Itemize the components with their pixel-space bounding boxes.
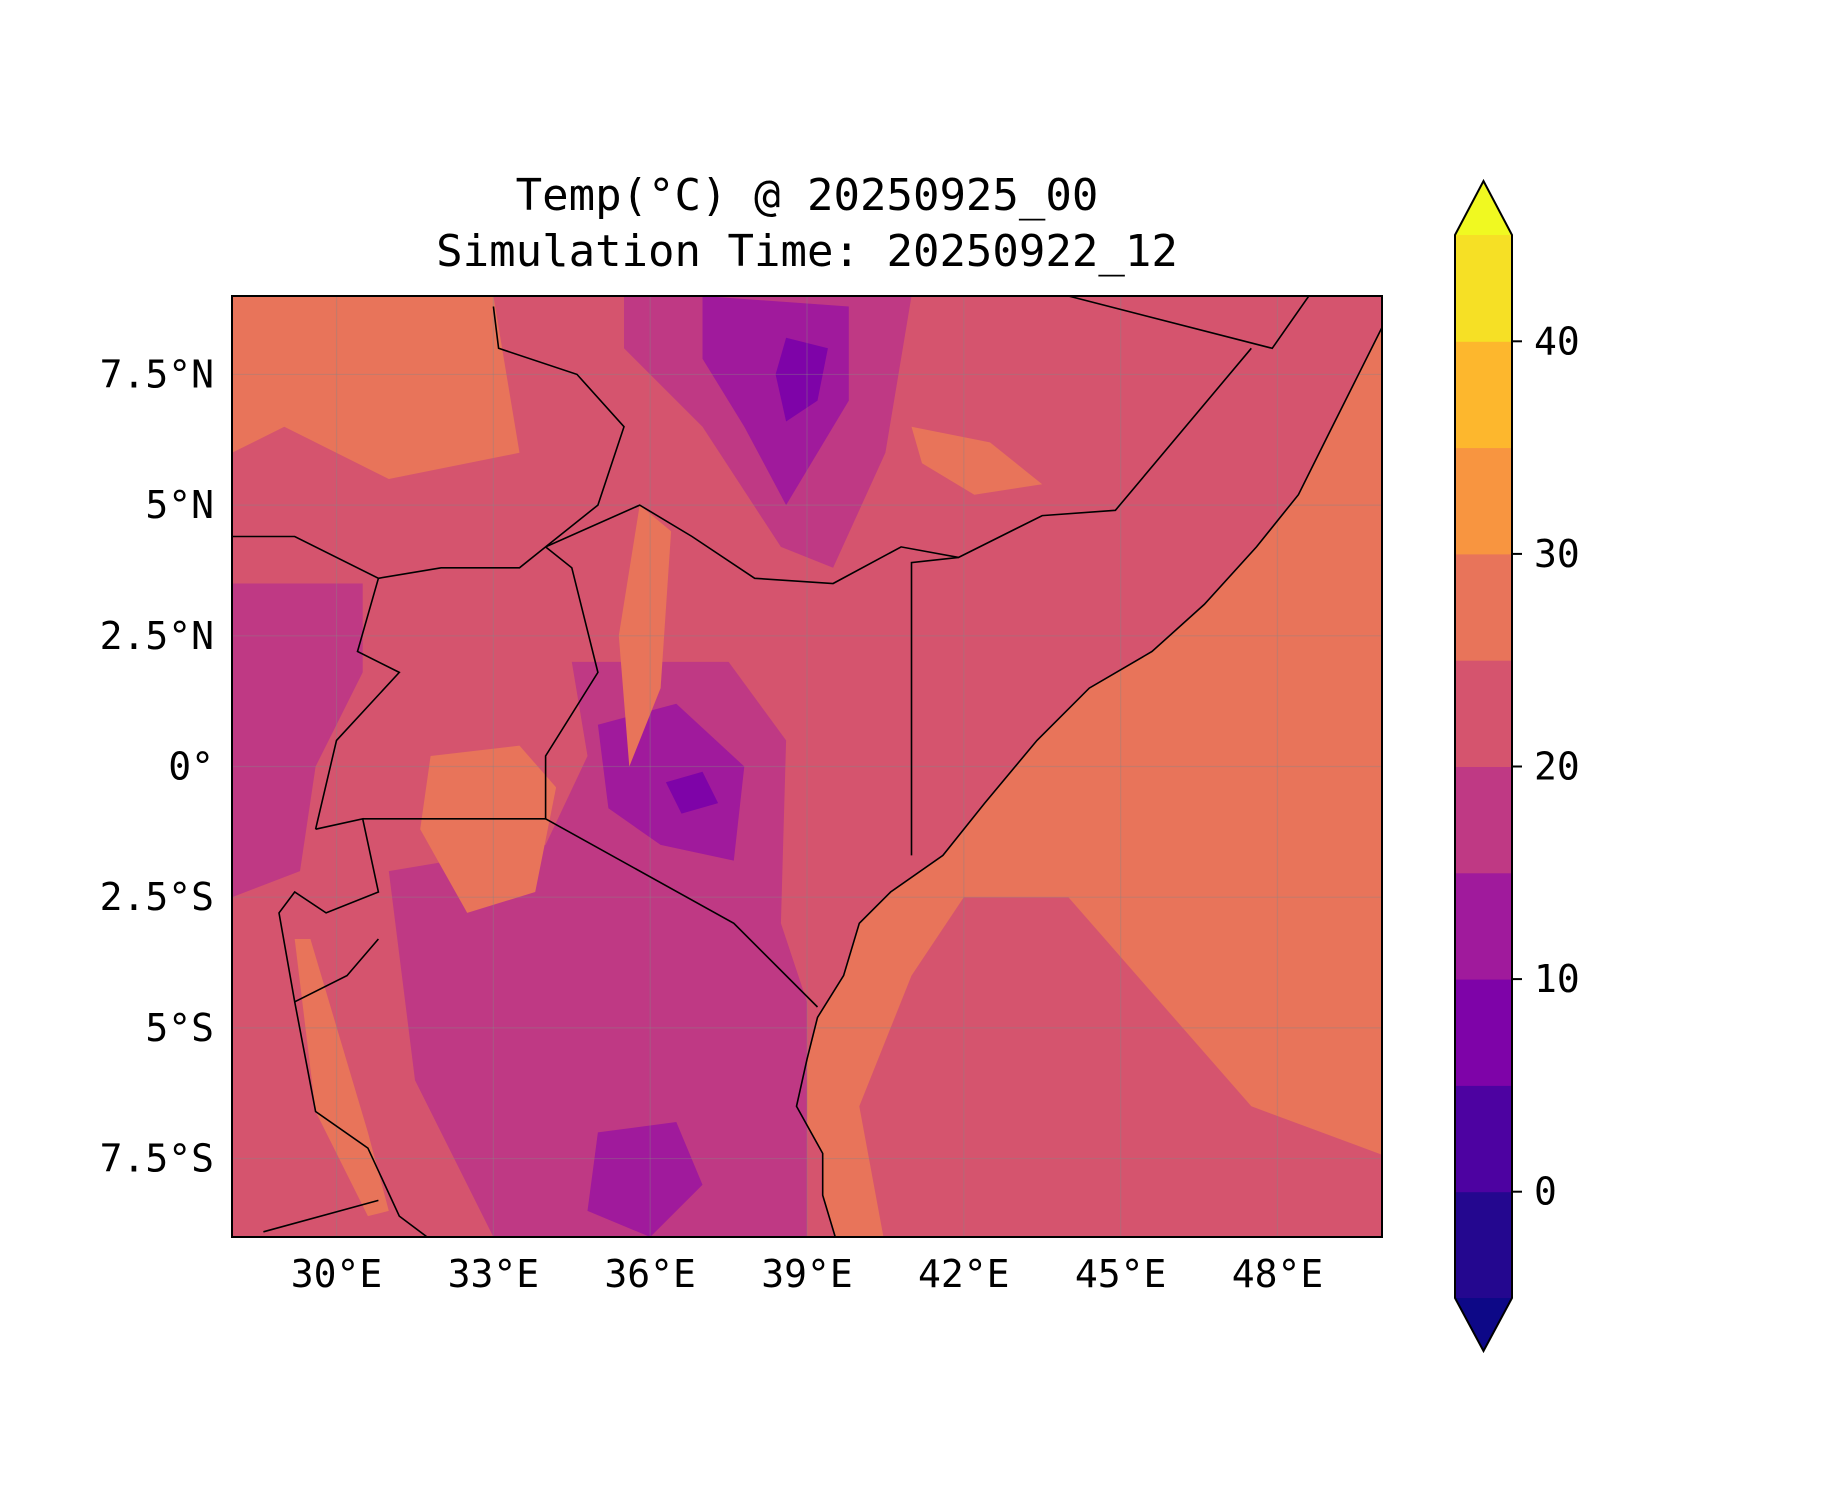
colorbar-segment bbox=[1455, 979, 1512, 1086]
drc-uganda-border bbox=[232, 535, 401, 830]
ocean-cool-tongue bbox=[859, 897, 1382, 1237]
colorbar-tick-label: 40 bbox=[1534, 319, 1580, 363]
south-sudan-warm bbox=[232, 296, 520, 479]
ethiopian-highlands-peak bbox=[775, 337, 828, 422]
y-tick-label: 5°S bbox=[145, 1006, 214, 1050]
ethiopia-south-border bbox=[545, 347, 1252, 585]
colorbar-segment bbox=[1455, 447, 1512, 555]
zambia-border bbox=[263, 1199, 379, 1233]
country-borders bbox=[232, 296, 1382, 1237]
somalia-warm-patch bbox=[911, 426, 1043, 495]
x-tick-label: 39°E bbox=[761, 1252, 853, 1296]
south-sudan-border bbox=[492, 306, 625, 548]
plot-frame bbox=[231, 295, 1383, 1238]
colorbar-tick-label: 10 bbox=[1534, 957, 1580, 1001]
rift-valley-warm bbox=[618, 505, 672, 767]
colorbar-segment bbox=[1455, 1191, 1512, 1299]
colorbar-segment bbox=[1455, 341, 1512, 449]
uganda-north-border bbox=[378, 546, 547, 580]
chart-title: Temp(°C) @ 20250925_00 bbox=[515, 170, 1099, 221]
y-tick-label: 2.5°N bbox=[100, 614, 214, 658]
colorbar-outline bbox=[1454, 178, 1513, 1354]
colorbar-segment bbox=[1455, 553, 1512, 661]
x-tick-label: 48°E bbox=[1232, 1252, 1324, 1296]
chart-subtitle: Simulation Time: 20250922_12 bbox=[436, 226, 1178, 277]
gridlines bbox=[232, 296, 1382, 1237]
southern-tanzania bbox=[587, 1122, 703, 1237]
kenya-tanzania-border bbox=[545, 818, 819, 1008]
lake-tanganyika-shore bbox=[293, 1001, 429, 1237]
somaliland-border bbox=[1068, 296, 1310, 350]
colorbar-segment bbox=[1455, 872, 1512, 980]
x-tick-label: 33°E bbox=[448, 1252, 540, 1296]
uganda-kenya-border bbox=[544, 546, 599, 819]
x-tick-label: 42°E bbox=[918, 1252, 1010, 1296]
western-uganda bbox=[232, 583, 363, 898]
x-tick-label: 45°E bbox=[1075, 1252, 1167, 1296]
colorbar-tick-label: 20 bbox=[1534, 745, 1580, 789]
lake-victoria bbox=[420, 745, 557, 913]
colorbar-segment bbox=[1455, 660, 1512, 767]
colorbar-segment bbox=[1455, 1085, 1512, 1193]
y-tick-label: 5°N bbox=[145, 483, 214, 527]
colorbar-segment bbox=[1455, 235, 1512, 342]
colorbar-tick-label: 30 bbox=[1534, 532, 1580, 576]
coastline bbox=[795, 325, 1382, 1237]
x-tick-label: 36°E bbox=[604, 1252, 696, 1296]
colorbar-over-arrow bbox=[1455, 181, 1512, 235]
map-area bbox=[232, 296, 1382, 1237]
rwanda-burundi-border bbox=[278, 817, 380, 1003]
axes: 30°E 33°E 36°E 39°E 42°E 45°E 48°E 7.5°N 5°N 2.5°… bbox=[100, 352, 1324, 1296]
colorbar: 0 10 20 30 40 bbox=[1454, 178, 1580, 1354]
y-tick-label: 7.5°N bbox=[100, 352, 214, 396]
y-tick-label: 7.5°S bbox=[100, 1137, 214, 1181]
colorbar-segment bbox=[1455, 766, 1512, 874]
colorbar-tick-label: 0 bbox=[1534, 1170, 1557, 1214]
colorbar-under-arrow bbox=[1455, 1298, 1512, 1351]
x-tick-label: 30°E bbox=[291, 1252, 383, 1296]
kenya-highlands-peak bbox=[665, 771, 719, 814]
y-tick-label: 2.5°S bbox=[100, 875, 214, 919]
kenya-somalia-border bbox=[910, 556, 959, 856]
y-tick-label: 0° bbox=[168, 745, 214, 789]
